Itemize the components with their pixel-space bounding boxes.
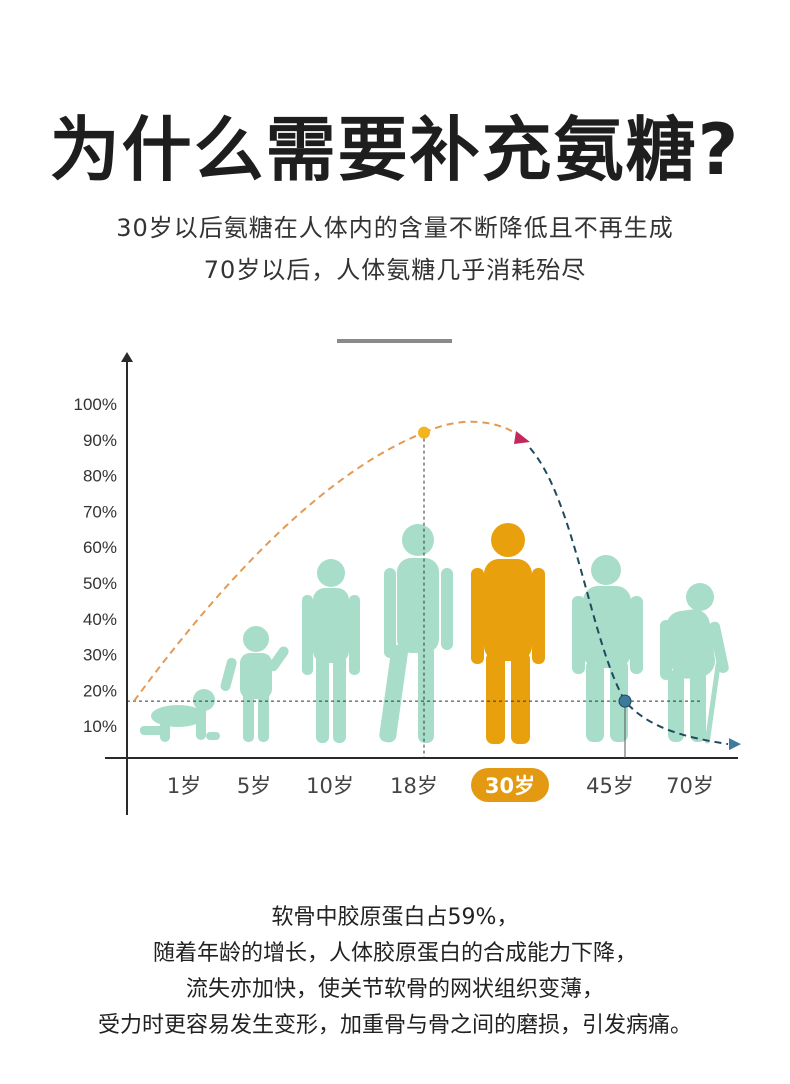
y-tick-label: 40%	[83, 610, 117, 629]
figure-age-30	[471, 523, 545, 744]
figure-age-70	[660, 583, 729, 744]
x-label: 45岁	[586, 774, 634, 798]
y-tick-label: 20%	[83, 681, 117, 700]
y-tick-label: 50%	[83, 574, 117, 593]
x-label-30: 30岁	[485, 774, 535, 798]
footer-line-3: 流失亦加快，使关节软骨的网状组织变薄，	[185, 977, 604, 1002]
curve-falling-segment	[529, 447, 729, 746]
footer-line-4: 受力时更容易发生变形，加重骨与骨之间的磨损，引发病痛。	[97, 1013, 692, 1038]
x-label: 10岁	[306, 774, 354, 798]
age-figures	[140, 523, 729, 744]
end-arrow-head	[729, 738, 741, 751]
y-axis-arrow	[121, 352, 133, 362]
footer-line-2: 随着年龄的增长，人体胶原蛋白的合成能力下降，	[152, 941, 637, 966]
y-tick-label: 60%	[83, 538, 117, 557]
page-title: 为什么需要补充氨糖?	[49, 109, 741, 191]
y-tick-label: 90%	[83, 431, 117, 450]
reference-lines	[127, 432, 702, 758]
figure-age-1	[140, 689, 220, 742]
figure-age-45	[572, 555, 643, 742]
figure-age-5	[220, 626, 289, 742]
y-tick-label: 100%	[74, 395, 117, 414]
x-label: 5岁	[237, 774, 271, 798]
section-divider	[337, 339, 452, 343]
y-axis-ticks: 100% 90% 80% 70% 60% 50% 40% 30% 20% 10%	[74, 395, 117, 736]
glucosamine-age-chart: 100%90%80%70%60%50%40%30%20%10% 1岁 5岁 10岁 1…	[74, 352, 741, 815]
x-label: 1岁	[167, 774, 201, 798]
y-tick-label: 30%	[83, 646, 117, 665]
low-marker	[618, 694, 632, 708]
x-label-highlight-pill	[471, 768, 549, 802]
chart-axes	[105, 352, 738, 815]
y-tick-label: 70%	[83, 502, 117, 521]
peak-arrow-head	[514, 431, 530, 444]
x-axis-labels: 1岁 5岁 10岁 18岁 30岁 45岁 70岁	[167, 768, 714, 802]
x-label: 70岁	[666, 774, 714, 798]
subtitle-line-2: 70岁以后，人体氨糖几乎消耗殆尽	[203, 256, 587, 284]
figure-age-18	[379, 524, 453, 743]
subtitle-line-1: 30岁以后氨糖在人体内的含量不断降低且不再生成	[116, 214, 674, 242]
y-tick-label: 80%	[83, 467, 117, 486]
curve-peak-segment	[423, 420, 521, 437]
footer-line-1: 软骨中胶原蛋白占59%，	[271, 905, 519, 930]
figure-age-10	[302, 559, 360, 743]
glucosamine-curve	[133, 420, 741, 751]
y-tick-label: 10%	[83, 717, 117, 736]
peak-marker	[418, 426, 430, 439]
curve-rising-segment	[133, 431, 425, 702]
x-label: 18岁	[390, 774, 438, 798]
